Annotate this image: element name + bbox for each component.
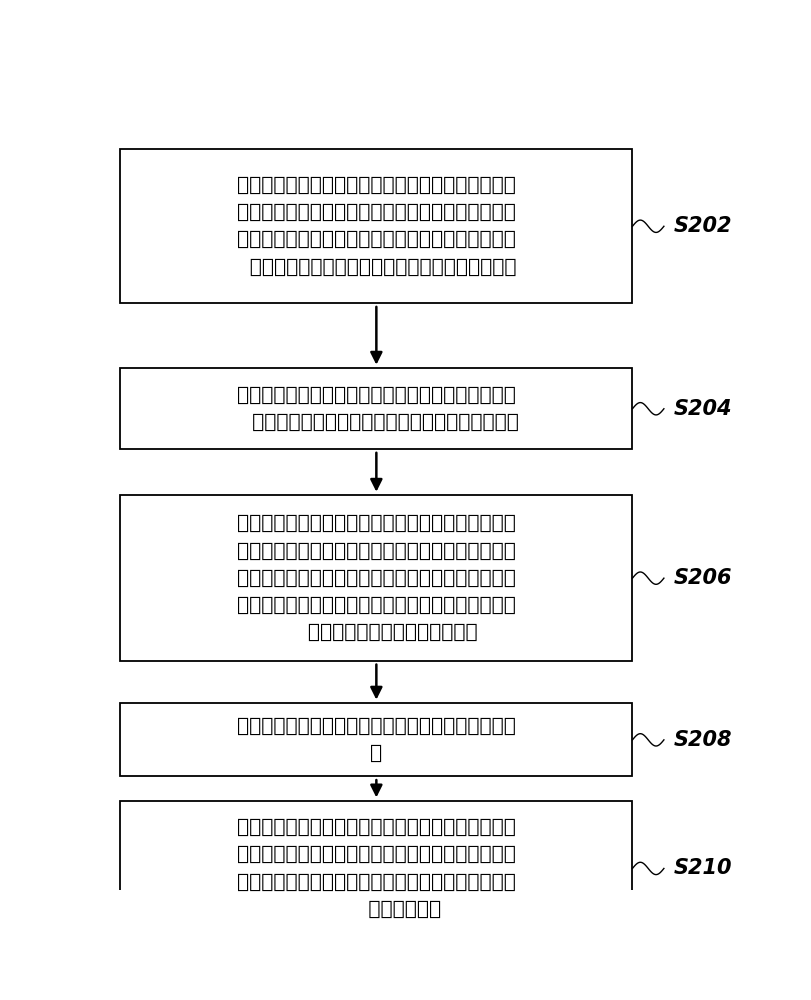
Text: 根据电压耦合作用因子从多个发电机中确定关键发电
机: 根据电压耦合作用因子从多个发电机中确定关键发电 机	[237, 717, 516, 763]
Bar	[120, 495, 633, 661]
Text: 根据互阻抗以及自阻抗，确定电压耦合作用因子，其
中互阻抗为直流系统逆变站换流母线与发电机出口交
流母线间的互阻抗，自阻抗为发电机出口交流母线的
自阻抗，电压耦合: 根据互阻抗以及自阻抗，确定电压耦合作用因子，其 中互阻抗为直流系统逆变站换流母线…	[237, 514, 516, 642]
Text: S208: S208	[673, 730, 732, 750]
Text: 根据预先采集的多馈入交直流系统中的电网参数，确
定受端交流系统节点阻抗矩阵，其中在多馈入交直流
系统中，多条直流系统汇集至与多条直流系统距离最
  近的并且处于: 根据预先采集的多馈入交直流系统中的电网参数，确 定受端交流系统节点阻抗矩阵，其中…	[237, 176, 516, 277]
Bar	[120, 703, 633, 776]
Bar	[120, 368, 633, 449]
Text: 根据多馈入交直流系统的多馈入短路比，确定关键发
电机在多种调整方式下的直流换流母线电压跌幅之和
中的最小值，将最小值确定为关键发电机的无功备用
        : 根据多馈入交直流系统的多馈入短路比，确定关键发 电机在多种调整方式下的直流换流母…	[237, 818, 516, 919]
Bar	[120, 149, 633, 303]
Text: S204: S204	[673, 399, 732, 419]
Text: S202: S202	[673, 216, 732, 236]
Text: S206: S206	[673, 568, 732, 588]
Bar	[120, 801, 633, 936]
Text: S210: S210	[673, 858, 732, 878]
Text: 根据受端交流系统节点阻抗矩阵以及直流系统的额定
   传输功率，确定多馈入交直流系统的多馈入短路比: 根据受端交流系统节点阻抗矩阵以及直流系统的额定 传输功率，确定多馈入交直流系统的…	[234, 386, 519, 432]
